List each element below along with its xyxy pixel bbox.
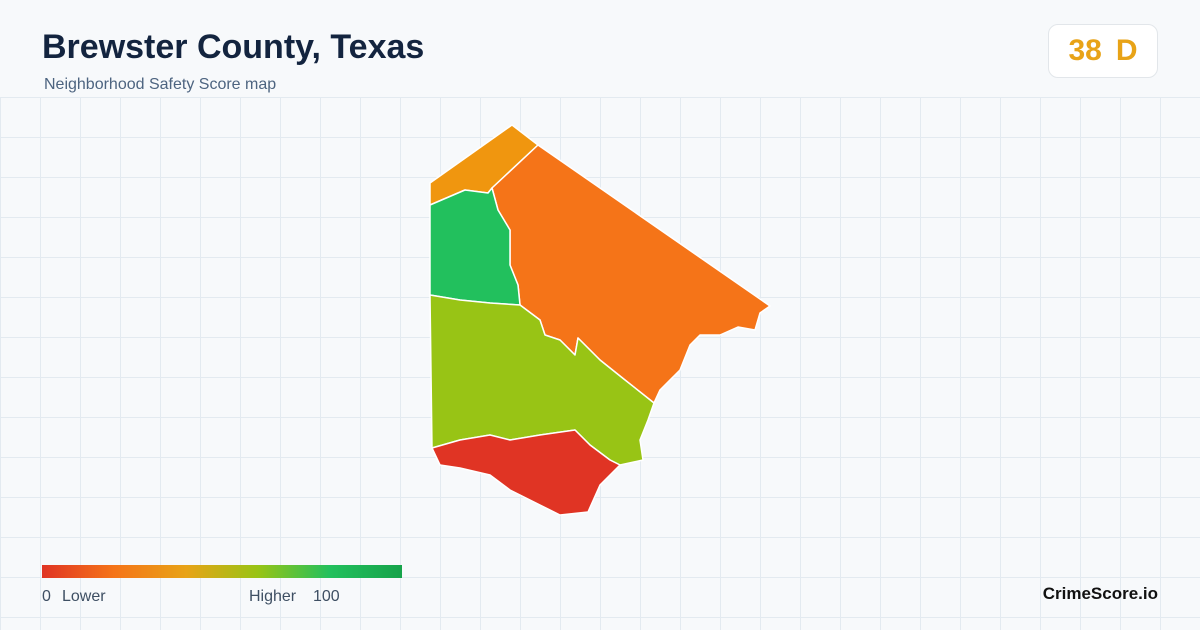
legend-low-label: Lower: [62, 588, 106, 605]
score-grade: D: [1115, 34, 1138, 67]
subtitle: Neighborhood Safety Score map: [44, 76, 277, 93]
score-badge: 38 D: [1048, 24, 1158, 78]
legend-high-label: Higher: [249, 588, 297, 605]
brand: CrimeScore.io: [1042, 584, 1158, 603]
score-value: 38: [1068, 34, 1102, 67]
legend-max: 100: [313, 588, 340, 605]
title: Brewster County, Texas: [42, 28, 425, 66]
legend-gradient: [42, 565, 402, 578]
map-region: [431, 429, 621, 516]
legend-min: 0: [42, 588, 51, 605]
